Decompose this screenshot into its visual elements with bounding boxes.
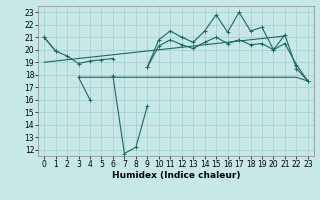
X-axis label: Humidex (Indice chaleur): Humidex (Indice chaleur) xyxy=(112,171,240,180)
